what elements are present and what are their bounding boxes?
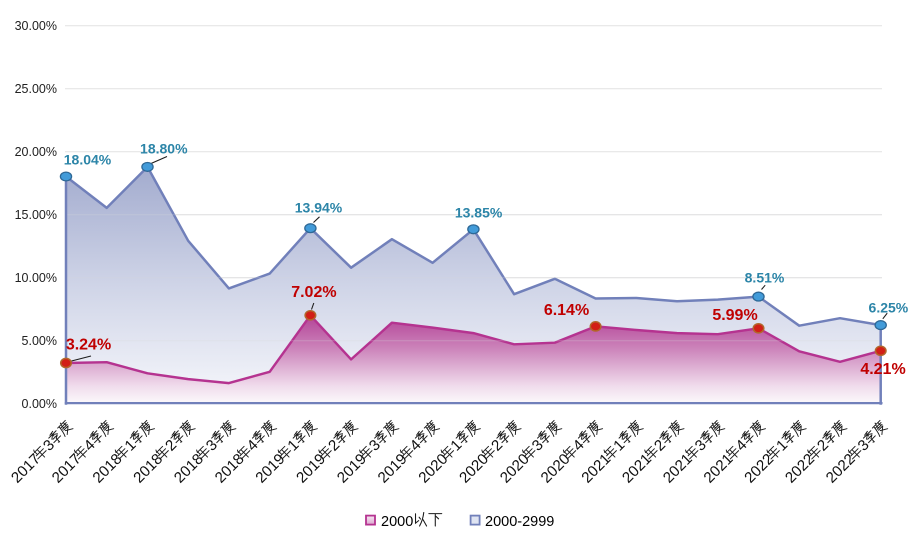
svg-text:13.85%: 13.85%	[455, 204, 503, 220]
svg-text:25.00%: 25.00%	[15, 82, 57, 96]
svg-text:2000-2999: 2000-2999	[485, 514, 554, 530]
svg-text:7.02%: 7.02%	[291, 284, 336, 301]
svg-text:10.00%: 10.00%	[15, 271, 57, 285]
svg-text:30.00%: 30.00%	[15, 19, 57, 33]
svg-text:20.00%: 20.00%	[15, 145, 57, 159]
svg-text:5.00%: 5.00%	[22, 334, 57, 348]
svg-text:5.99%: 5.99%	[712, 307, 757, 324]
svg-text:0.00%: 0.00%	[22, 397, 57, 411]
svg-text:18.04%: 18.04%	[64, 152, 112, 168]
svg-text:18.80%: 18.80%	[140, 140, 188, 156]
svg-text:6.14%: 6.14%	[544, 302, 589, 319]
svg-text:6.25%: 6.25%	[869, 300, 909, 316]
svg-text:2000: 2000	[381, 514, 413, 530]
svg-text:13.94%: 13.94%	[295, 199, 343, 215]
svg-text:3.24%: 3.24%	[66, 337, 111, 354]
svg-text:8.51%: 8.51%	[745, 270, 785, 286]
svg-text:15.00%: 15.00%	[15, 208, 57, 222]
svg-text:4.21%: 4.21%	[860, 361, 905, 378]
